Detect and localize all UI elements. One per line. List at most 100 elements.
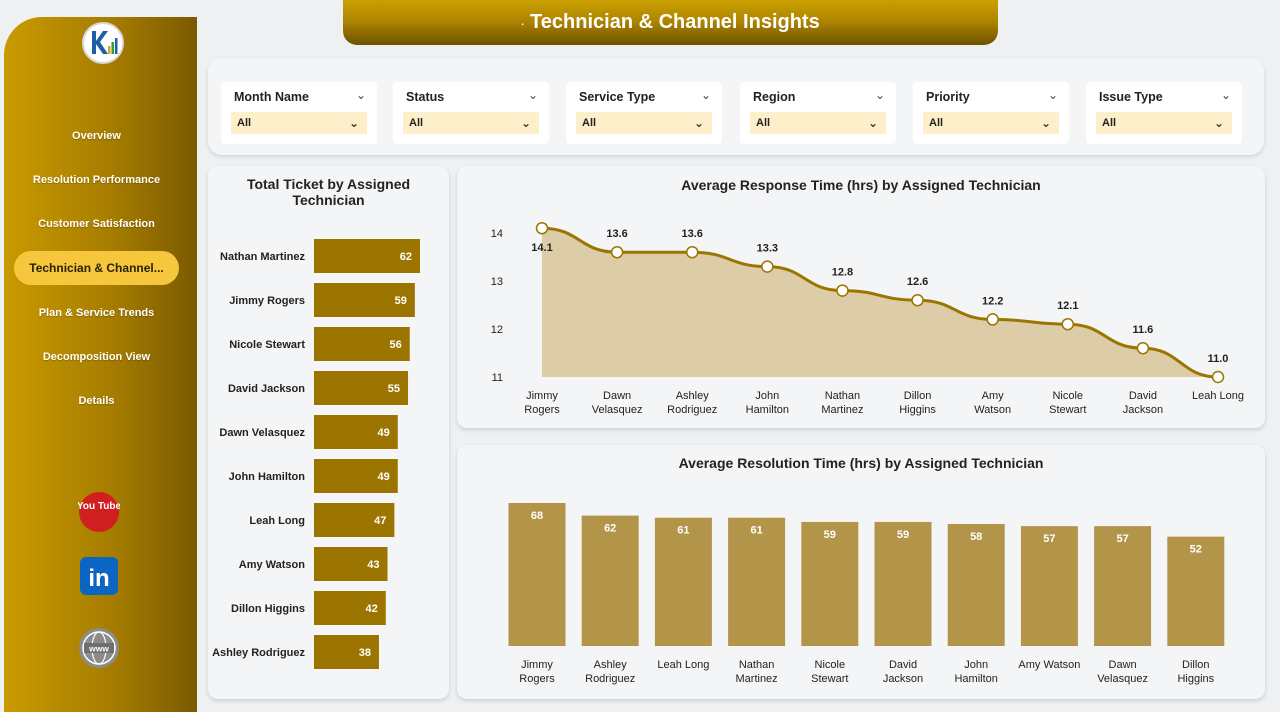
chevron-down-icon[interactable]: ⌄	[1220, 88, 1231, 102]
filter-label: Service Type	[579, 90, 656, 104]
x-tick-label: Dawn Velasquez	[1097, 659, 1148, 685]
bar-category-label: John Hamilton	[229, 471, 306, 483]
point-nathan-martinez[interactable]	[836, 284, 849, 297]
filter-priority: Priority ⌄ All ⌄	[913, 82, 1069, 144]
x-tick-label: David Jackson	[1123, 390, 1163, 416]
x-tick-label: Leah Long	[1192, 390, 1244, 402]
filter-dropdown[interactable]: All ⌄	[231, 112, 367, 134]
bar-john-hamilton[interactable]	[947, 524, 1005, 646]
chevron-down-icon[interactable]: ⌄	[874, 88, 885, 102]
bar-value-label: 55	[388, 383, 400, 395]
bar-category-label: Nicole Stewart	[229, 339, 305, 351]
point-jimmy-rogers[interactable]	[535, 221, 549, 235]
point-amy-watson[interactable]	[986, 313, 999, 326]
bar-dawn-velasquez[interactable]	[314, 415, 398, 449]
bar-nathan-martinez[interactable]	[314, 239, 420, 273]
bar-value-label: 42	[366, 603, 378, 615]
total-ticket-chart-title: Total Ticket by Assigned Technician	[246, 176, 411, 208]
x-tick-label: Nathan Martinez	[821, 390, 863, 416]
bar-category-label: Ashley Rodriguez	[212, 647, 305, 659]
chevron-down-icon[interactable]: ⌄	[1047, 88, 1058, 102]
bar-value-label: 62	[604, 523, 616, 535]
y-tick-label: 13	[491, 276, 503, 288]
bar-jimmy-rogers[interactable]	[314, 283, 415, 317]
x-tick-label: Jimmy Rogers	[519, 659, 555, 685]
filter-dropdown[interactable]: All ⌄	[1096, 112, 1232, 134]
filter-service-type: Service Type ⌄ All ⌄	[566, 82, 722, 144]
filter-issue-type: Issue Type ⌄ All ⌄	[1086, 82, 1242, 144]
bar-david-jackson[interactable]	[314, 371, 409, 405]
bar-category-label: Nathan Martinez	[220, 251, 305, 263]
filter-status: Status ⌄ All ⌄	[393, 82, 549, 144]
filter-label: Month Name	[234, 90, 309, 104]
globe-icon[interactable]: www	[78, 627, 120, 669]
globe-text: www	[88, 644, 109, 654]
bar-value-label: 62	[400, 251, 412, 263]
sidebar-item-resolution-performance[interactable]: Resolution Performance	[32, 174, 161, 186]
sidebar-item-technician-channel[interactable]: Technician & Channel...	[14, 251, 179, 285]
filter-dropdown[interactable]: All ⌄	[576, 112, 712, 134]
bar-ashley-rodriguez[interactable]	[581, 515, 639, 646]
bar-ashley-rodriguez[interactable]	[314, 635, 379, 669]
bar-value-label: 57	[1043, 533, 1055, 545]
point-john-hamilton[interactable]	[761, 260, 774, 273]
filter-dropdown[interactable]: All ⌄	[750, 112, 886, 134]
point-dillon-higgins[interactable]	[911, 293, 924, 307]
bar-dillon-higgins[interactable]	[1167, 536, 1225, 646]
filter-dropdown[interactable]: All ⌄	[923, 112, 1059, 134]
linkedin-icon[interactable]: in	[78, 555, 120, 597]
sidebar-item-customer-satisfaction[interactable]: Customer Satisfaction	[38, 218, 155, 230]
x-tick-label: Jimmy Rogers	[524, 390, 560, 416]
point-ashley-rodriguez[interactable]	[685, 245, 699, 259]
bar-value-label: 61	[677, 525, 689, 537]
x-tick-label: Ashley Rodriguez	[667, 390, 717, 416]
youtube-text-you: You Tube	[78, 501, 120, 512]
bar-david-jackson[interactable]	[874, 521, 932, 646]
x-tick-label: Amy Watson	[974, 390, 1011, 416]
bar-value-label: 57	[1116, 533, 1128, 545]
bar-category-label: Jimmy Rogers	[229, 295, 305, 307]
chevron-down-icon[interactable]: ⌄	[355, 88, 366, 102]
sidebar-item-decomposition-view[interactable]: Decomposition View	[42, 351, 151, 363]
chevron-down-icon: ⌄	[867, 116, 878, 130]
filter-label: Priority	[926, 90, 970, 104]
x-tick-label: Nicole Stewart	[811, 659, 848, 685]
filter-region: Region ⌄ All ⌄	[740, 82, 896, 144]
bar-john-hamilton[interactable]	[314, 459, 398, 493]
x-tick-label: David Jackson	[883, 659, 923, 685]
bar-value-label: 47	[374, 515, 386, 527]
point-value-label: 14.1	[531, 242, 552, 254]
sidebar-item-plan-service-trends[interactable]: Plan & Service Trends	[38, 307, 155, 319]
filter-label: Issue Type	[1099, 90, 1163, 104]
bar-leah-long[interactable]	[654, 517, 712, 646]
chevron-down-icon[interactable]: ⌄	[527, 88, 538, 102]
bar-leah-long[interactable]	[314, 503, 395, 537]
filter-dropdown[interactable]: All ⌄	[403, 112, 539, 134]
sidebar-item-details[interactable]: Details	[78, 395, 115, 407]
chevron-down-icon: ⌄	[348, 116, 359, 130]
y-tick-label: 11	[492, 372, 503, 384]
chevron-down-icon: ⌄	[1213, 116, 1224, 130]
bar-value-label: 59	[395, 295, 407, 307]
point-david-jackson[interactable]	[1136, 341, 1150, 355]
point-dawn-velasquez[interactable]	[610, 245, 624, 259]
bar-dawn-velasquez[interactable]	[1094, 526, 1152, 646]
bar-nicole-stewart[interactable]	[801, 521, 859, 646]
point-leah-long[interactable]	[1211, 370, 1225, 384]
bar-amy-watson[interactable]	[314, 547, 388, 581]
title-prefix: .	[521, 17, 525, 28]
bar-nicole-stewart[interactable]	[314, 327, 410, 361]
bar-value-label: 52	[1190, 544, 1202, 556]
bar-dillon-higgins[interactable]	[314, 591, 386, 625]
bar-nathan-martinez[interactable]	[728, 517, 786, 646]
point-value-label: 13.3	[757, 243, 778, 255]
point-nicole-stewart[interactable]	[1061, 317, 1075, 331]
bar-amy-watson[interactable]	[1020, 526, 1078, 646]
bar-value-label: 59	[824, 529, 836, 541]
youtube-icon[interactable]: You Tube	[78, 491, 120, 533]
sidebar-item-overview[interactable]: Overview	[72, 130, 121, 142]
bar-jimmy-rogers[interactable]	[508, 503, 566, 646]
filter-bar: Month Name ⌄ All ⌄ Status ⌄ All ⌄ Service Type ⌄ A…	[208, 58, 1264, 155]
chevron-down-icon[interactable]: ⌄	[700, 88, 711, 102]
bar-value-label: 58	[970, 531, 982, 543]
